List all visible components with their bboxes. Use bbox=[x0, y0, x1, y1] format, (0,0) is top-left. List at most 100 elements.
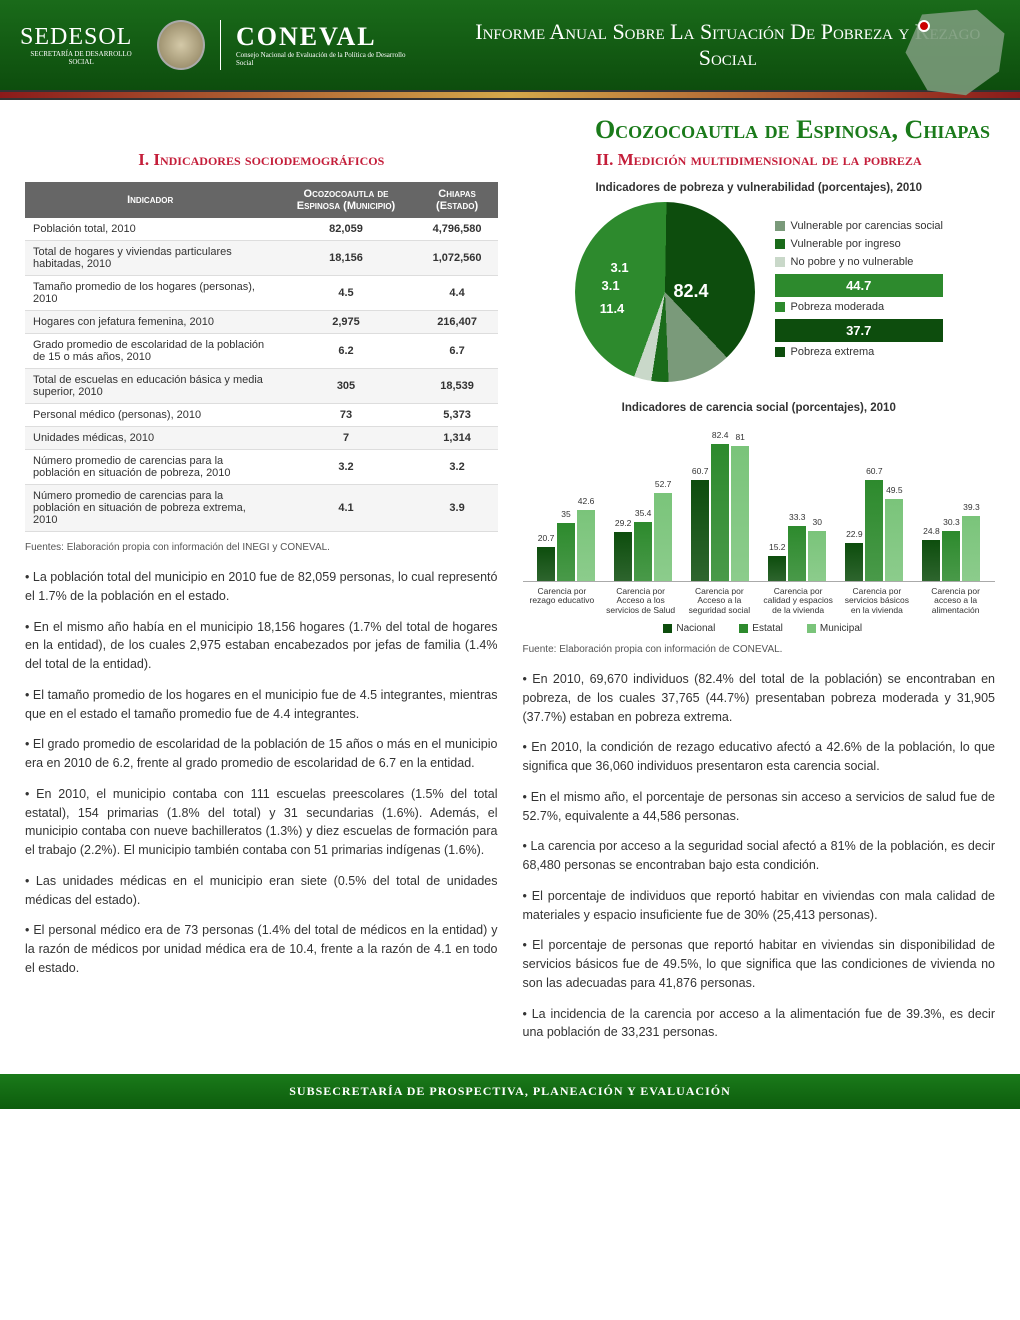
pie-title: Indicadores de pobreza y vulnerabilidad … bbox=[523, 182, 996, 194]
pie-lbl-0: 3.1 bbox=[611, 260, 629, 275]
bar-group: 22.960.749.5 bbox=[836, 480, 913, 581]
bar: 24.8 bbox=[922, 540, 940, 581]
bar: 82.4 bbox=[711, 444, 729, 581]
bar-category-label: Carencia por servicios básicos en la viv… bbox=[838, 587, 917, 615]
bar: 81 bbox=[731, 446, 749, 581]
bar-category-label: Carencia por acceso a la alimentación bbox=[916, 587, 995, 615]
pie-lbl-1: 3.1 bbox=[602, 278, 620, 293]
bar-legend-item: Estatal bbox=[731, 623, 783, 634]
body-paragraph: • La población total del municipio en 20… bbox=[25, 568, 498, 606]
legend-item: Vulnerable por ingreso bbox=[775, 238, 943, 250]
right-column: II. Medición multidimensional de la pobr… bbox=[523, 150, 996, 1054]
table-row: Hogares con jefatura femenina, 20102,975… bbox=[25, 311, 498, 334]
body-paragraph: • En 2010, el municipio contaba con 111 … bbox=[25, 785, 498, 860]
body-paragraph: • La incidencia de la carencia por acces… bbox=[523, 1005, 996, 1043]
bar-legend-item: Nacional bbox=[655, 623, 715, 634]
body-paragraph: • En 2010, la condición de rezago educat… bbox=[523, 738, 996, 776]
header-logos: SEDESOL SECRETARÍA DE DESARROLLO SOCIAL … bbox=[20, 20, 416, 70]
legend-swatch bbox=[775, 239, 785, 249]
coneval-logo: CONEVAL bbox=[236, 22, 416, 52]
bar: 42.6 bbox=[577, 510, 595, 581]
bar: 35.4 bbox=[634, 522, 652, 581]
bar-group: 20.73542.6 bbox=[528, 510, 605, 581]
table-row: Total de hogares y viviendas particulare… bbox=[25, 241, 498, 276]
body-paragraph: • En el mismo año había en el municipio … bbox=[25, 618, 498, 674]
bar: 30.3 bbox=[942, 531, 960, 582]
pie-lbl-2: 11.4 bbox=[600, 301, 625, 316]
legend-swatch bbox=[775, 347, 785, 357]
bar-chart: 20.73542.629.235.452.760.782.48115.233.3… bbox=[523, 422, 996, 582]
bar: 33.3 bbox=[788, 526, 806, 582]
bar-category-label: Carencia por Acceso a los servicios de S… bbox=[601, 587, 680, 615]
legend-item: No pobre y no vulnerable bbox=[775, 256, 943, 268]
bar-title: Indicadores de carencia social (porcenta… bbox=[523, 402, 996, 414]
bar-legend-item: Municipal bbox=[799, 623, 862, 634]
table-row: Número promedio de carencias para la pob… bbox=[25, 485, 498, 532]
pie-chart: 82.4 3.1 3.1 11.4 Vulnerable por carenci… bbox=[523, 202, 996, 382]
bar-group: 15.233.330 bbox=[759, 526, 836, 582]
body-paragraph: • En 2010, 69,670 individuos (82.4% del … bbox=[523, 670, 996, 726]
bar: 30 bbox=[808, 531, 826, 581]
table-header: Chiapas (Estado) bbox=[417, 182, 498, 218]
bar: 60.7 bbox=[691, 480, 709, 581]
bar: 60.7 bbox=[865, 480, 883, 581]
pie-total: 82.4 bbox=[674, 281, 709, 302]
indicators-table: IndicadorOcozocoautla de Espinosa (Munic… bbox=[25, 182, 498, 532]
header: SEDESOL SECRETARÍA DE DESARROLLO SOCIAL … bbox=[0, 0, 1020, 90]
body-paragraph: • El tamaño promedio de los hogares en e… bbox=[25, 686, 498, 724]
footer: SUBSECRETARÍA DE PROSPECTIVA, PLANEACIÓN… bbox=[0, 1074, 1020, 1109]
legend-item: Pobreza extrema bbox=[775, 346, 943, 358]
left-column: I. Indicadores sociodemográficos Indicad… bbox=[25, 150, 498, 1054]
section1-title: I. Indicadores sociodemográficos bbox=[25, 150, 498, 170]
municipality-title: Ocozocoautla de Espinosa, Chiapas bbox=[0, 100, 1020, 150]
bar: 20.7 bbox=[537, 547, 555, 582]
body-paragraph: • El porcentaje de personas que reportó … bbox=[523, 936, 996, 992]
legend-swatch bbox=[775, 257, 785, 267]
table-row: Número promedio de carencias para la pob… bbox=[25, 450, 498, 485]
legend-swatch bbox=[775, 302, 785, 312]
bar: 22.9 bbox=[845, 543, 863, 581]
bar-labels: Carencia por rezago educativoCarencia po… bbox=[523, 587, 996, 615]
bar-group: 29.235.452.7 bbox=[605, 493, 682, 581]
right-narrative: • En 2010, 69,670 individuos (82.4% del … bbox=[523, 670, 996, 1042]
body-paragraph: • En el mismo año, el porcentaje de pers… bbox=[523, 788, 996, 826]
body-paragraph: • La carencia por acceso a la seguridad … bbox=[523, 837, 996, 875]
bar: 15.2 bbox=[768, 556, 786, 581]
table-row: Total de escuelas en educación básica y … bbox=[25, 369, 498, 404]
bar-group: 24.830.339.3 bbox=[913, 516, 990, 582]
table-row: Personal médico (personas), 2010735,373 bbox=[25, 404, 498, 427]
legend-value-box: 37.7 bbox=[775, 319, 943, 342]
table-header: Ocozocoautla de Espinosa (Municipio) bbox=[275, 182, 416, 218]
bar: 52.7 bbox=[654, 493, 672, 581]
coneval-subtitle: Consejo Nacional de Evaluación de la Pol… bbox=[236, 52, 416, 67]
table-header: Indicador bbox=[25, 182, 275, 218]
sources-right: Fuente: Elaboración propia con informaci… bbox=[523, 644, 996, 655]
body-paragraph: • El grado promedio de escolaridad de la… bbox=[25, 735, 498, 773]
legend-item: Pobreza moderada bbox=[775, 301, 943, 313]
bar-category-label: Carencia por calidad y espacios de la vi… bbox=[759, 587, 838, 615]
bar: 49.5 bbox=[885, 499, 903, 582]
pie-legend: Vulnerable por carencias social Vulnerabl… bbox=[775, 220, 943, 364]
table-row: Población total, 201082,0594,796,580 bbox=[25, 218, 498, 241]
body-paragraph: • Las unidades médicas en el municipio e… bbox=[25, 872, 498, 910]
legend-swatch bbox=[775, 221, 785, 231]
left-narrative: • La población total del municipio en 20… bbox=[25, 568, 498, 978]
map-marker-icon bbox=[918, 20, 930, 32]
legend-item: Vulnerable por carencias social bbox=[775, 220, 943, 232]
decorative-stripe bbox=[0, 90, 1020, 100]
seal-icon bbox=[157, 20, 205, 70]
bar-category-label: Carencia por rezago educativo bbox=[523, 587, 602, 615]
sedesol-subtitle: SECRETARÍA DE DESARROLLO SOCIAL bbox=[20, 51, 142, 66]
bar: 39.3 bbox=[962, 516, 980, 582]
sedesol-logo: SEDESOL bbox=[20, 24, 142, 51]
body-paragraph: • El personal médico era de 73 personas … bbox=[25, 921, 498, 977]
section2-title: II. Medición multidimensional de la pobr… bbox=[523, 150, 996, 170]
bar: 29.2 bbox=[614, 532, 632, 581]
table-row: Tamaño promedio de los hogares (personas… bbox=[25, 276, 498, 311]
sources-left: Fuentes: Elaboración propia con informac… bbox=[25, 542, 498, 553]
body-paragraph: • El porcentaje de individuos que report… bbox=[523, 887, 996, 925]
table-row: Grado promedio de escolaridad de la pobl… bbox=[25, 334, 498, 369]
bar-group: 60.782.481 bbox=[682, 444, 759, 581]
bar: 35 bbox=[557, 523, 575, 581]
bar-legend: Nacional Estatal Municipal bbox=[523, 623, 996, 634]
